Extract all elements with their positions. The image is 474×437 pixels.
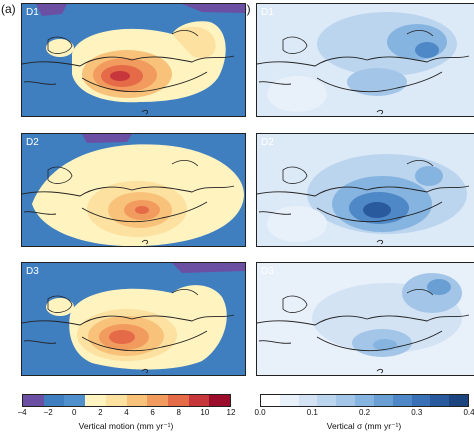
colorbar-swatch	[392, 395, 412, 406]
map-b-d1: D1	[256, 3, 474, 117]
map-b-d2: D2	[256, 133, 474, 247]
colorbar-vertical-sigma	[260, 394, 469, 407]
panel-tag: D1	[26, 7, 39, 18]
colorbar-swatch	[105, 395, 127, 406]
panel-tag: D3	[261, 266, 274, 277]
colorbar-tick-label: 6	[150, 408, 155, 417]
colorbar-swatch	[147, 395, 168, 406]
colorbar-swatch	[336, 395, 356, 406]
map-a-d3: D3	[21, 262, 246, 376]
colorbar-vertical-motion	[22, 394, 231, 407]
colorbar-swatch	[261, 395, 280, 406]
map-b-d3: D3	[256, 262, 474, 376]
colorbar-swatch	[43, 395, 65, 406]
panel-tag: D2	[261, 137, 274, 148]
colorbar-swatch	[449, 395, 468, 406]
colorbar-tick-label: −4	[17, 408, 27, 417]
colorbar-vertical-motion-ticks: −4 −2 0 2 4 6 8 10 12	[17, 408, 235, 420]
colorbar-tick-label: 10	[200, 408, 210, 417]
colorbar-tick-label: 2	[98, 408, 103, 417]
colorbar-tick-label: 4	[124, 408, 129, 417]
colorbar-swatch	[188, 395, 210, 406]
colorbar-swatch	[373, 395, 393, 406]
colorbar-vertical-sigma-label: Vertical σ (mm yr⁻¹)	[326, 421, 402, 431]
colorbar-tick-label: 0	[72, 408, 77, 417]
colorbar-tick-label: 0.3	[411, 408, 423, 417]
colorbar-tick-label: 0.2	[358, 408, 371, 417]
map-a-d1: D1	[21, 3, 246, 117]
colorbar-swatch	[85, 395, 106, 406]
colorbar-vertical-sigma-ticks: 0.0 0.1 0.2 0.3 0.4	[254, 408, 474, 420]
colorbar-swatch	[411, 395, 431, 406]
colorbar-swatch	[167, 395, 189, 406]
colorbar-swatch	[298, 395, 318, 406]
panel-tag: D1	[261, 7, 274, 18]
colorbar-tick-label: 8	[176, 408, 181, 417]
map-a-d2: D2	[21, 133, 246, 247]
panel-tag: D2	[26, 137, 39, 148]
colorbar-tick-label: 12	[226, 408, 236, 417]
colorbar-vertical-motion-label: Vertical motion (mm yr⁻¹)	[78, 421, 174, 431]
colorbar-tick-label: 0.1	[306, 408, 318, 417]
colorbar-swatch	[279, 395, 299, 406]
colorbar-swatch	[23, 395, 44, 406]
colorbar-swatch	[64, 395, 86, 406]
colorbar-swatch	[126, 395, 148, 406]
colorbar-swatch	[430, 395, 450, 406]
colorbar-tick-label: 0.4	[463, 408, 474, 417]
colorbar-swatch	[317, 395, 337, 406]
colorbar-swatch	[209, 395, 231, 406]
colorbar-swatch	[355, 395, 374, 406]
panel-tag: D3	[26, 266, 39, 277]
colorbar-tick-label: 0.0	[254, 408, 266, 417]
colorbar-tick-label: −2	[43, 408, 53, 417]
panel-a-label: (a)	[1, 2, 16, 16]
